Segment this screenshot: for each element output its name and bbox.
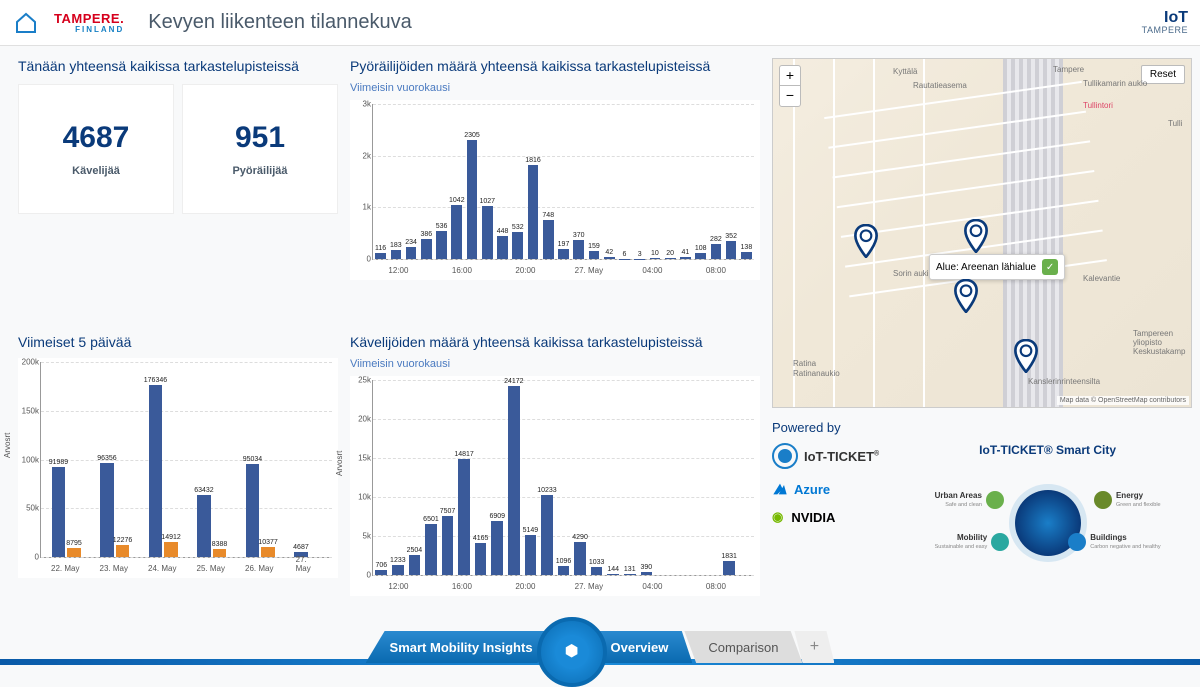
nav-comparison[interactable]: Comparison — [684, 631, 802, 663]
powered-by-section: Powered by IoT-TICKET® Azure ◉NVIDIA — [772, 420, 1192, 583]
reset-button[interactable]: Reset — [1141, 65, 1185, 84]
map-pin[interactable] — [1013, 339, 1039, 373]
nvidia-logo: ◉NVIDIA — [772, 509, 879, 525]
map-pin[interactable] — [963, 219, 989, 253]
map-tooltip: Alue: Areenan lähialue ✓ — [929, 254, 1065, 280]
zoom-control[interactable]: + − — [779, 65, 801, 107]
hex-icon: ⬢ — [565, 644, 579, 660]
smart-city-diagram: IoT-TICKET® Smart City Urban AreasSafe a… — [903, 443, 1192, 583]
zoom-out-button[interactable]: − — [780, 86, 800, 106]
cyclists-subtitle: Viimeisin vuorokausi — [350, 82, 760, 94]
five-days-chart[interactable]: Arvosrt 050k100k150k200k91989879522. May… — [18, 358, 338, 578]
kpi-cyclists: 951 Pyöräilijää — [182, 84, 338, 214]
walkers-subtitle: Viimeisin vuorokausi — [350, 358, 760, 370]
walkers-chart[interactable]: Arvosrt 05k10k15k20k25k70612332504650175… — [350, 376, 760, 596]
home-icon[interactable] — [12, 9, 40, 37]
map-panel: + − Reset Kyttälä Tampere Rautatieasema … — [772, 58, 1192, 598]
five-days-panel: Viimeiset 5 päivää Arvosrt 050k100k150k2… — [18, 334, 338, 598]
map-pin[interactable] — [953, 279, 979, 313]
cyclists-title: Pyöräilijöiden määrä yhteensä kaikissa t… — [350, 58, 760, 74]
tampere-logo: TAMPERE. FINLAND — [54, 11, 124, 34]
kpi-title: Tänään yhteensä kaikissa tarkastelupiste… — [18, 58, 338, 74]
azure-logo: Azure — [772, 481, 879, 497]
kpi-walkers: 4687 Kävelijää — [18, 84, 174, 214]
header: TAMPERE. FINLAND Kevyen liikenteen tilan… — [0, 0, 1200, 46]
zoom-in-button[interactable]: + — [780, 66, 800, 86]
walkers-chart-panel: Kävelijöiden määrä yhteensä kaikissa tar… — [350, 334, 760, 598]
cyclists-chart[interactable]: 01k2k3k116183234386536104223051027448532… — [350, 100, 760, 280]
walkers-title: Kävelijöiden määrä yhteensä kaikissa tar… — [350, 334, 760, 350]
map-pin[interactable] — [853, 224, 879, 258]
map-attribution: Map data © OpenStreetMap contributors — [1057, 396, 1189, 405]
check-icon: ✓ — [1042, 259, 1058, 275]
iot-tampere-logo: IoT TAMPERE — [1142, 10, 1188, 35]
bottom-nav: Smart Mobility Insights ⬢ Overview Compa… — [0, 609, 1200, 669]
iot-ticket-logo: IoT-TICKET® — [772, 443, 879, 469]
five-days-title: Viimeiset 5 päivää — [18, 334, 338, 350]
page-title: Kevyen liikenteen tilannekuva — [148, 11, 412, 34]
powered-title: Powered by — [772, 420, 1192, 435]
kpi-panel: Tänään yhteensä kaikissa tarkastelupiste… — [18, 58, 338, 322]
nav-insights[interactable]: Smart Mobility Insights — [366, 631, 557, 663]
nav-center-button[interactable]: ⬢ — [537, 617, 607, 687]
map[interactable]: + − Reset Kyttälä Tampere Rautatieasema … — [772, 58, 1192, 408]
cyclists-chart-panel: Pyöräilijöiden määrä yhteensä kaikissa t… — [350, 58, 760, 322]
